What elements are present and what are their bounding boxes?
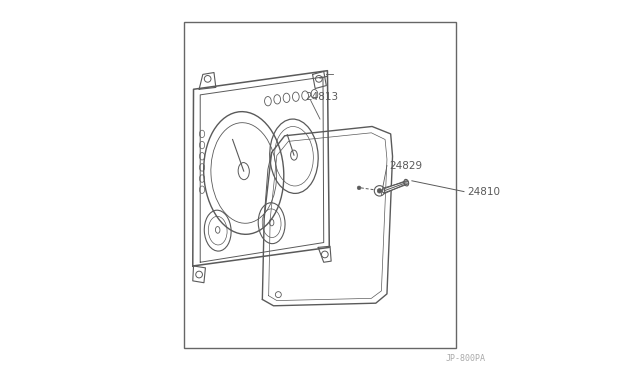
Text: 24810: 24810 [467, 187, 500, 196]
Text: 24829: 24829 [389, 161, 422, 170]
Circle shape [378, 189, 381, 193]
Circle shape [357, 186, 361, 190]
Text: JP-800PA: JP-800PA [445, 354, 486, 363]
Text: 24813: 24813 [305, 92, 339, 102]
Bar [184, 22, 456, 348]
